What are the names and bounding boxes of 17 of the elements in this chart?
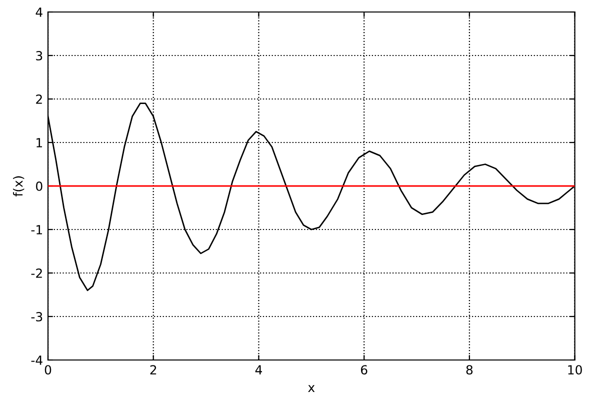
- x-tick-label: 8: [466, 365, 473, 375]
- y-tick-label: 2: [36, 94, 42, 104]
- y-tick-label: -4: [31, 356, 42, 365]
- y-tick-label: -3: [31, 312, 42, 322]
- y-tick-label: 4: [36, 8, 42, 17]
- x-tick-label: 6: [360, 365, 368, 375]
- y-axis-title: f(x): [13, 176, 24, 196]
- y-tick-label: 1: [36, 138, 42, 148]
- x-tick-label: 10: [568, 365, 582, 375]
- y-tick-label: -1: [31, 225, 42, 234]
- y-tick-label: 0: [36, 181, 42, 191]
- x-tick-label: 2: [150, 365, 156, 374]
- y-tick-label: -2: [31, 268, 42, 278]
- x-axis-title: x: [308, 385, 315, 392]
- x-tick-label: 4: [255, 365, 262, 374]
- y-tick-label: 3: [36, 50, 42, 60]
- x-tick-label: 0: [44, 365, 52, 375]
